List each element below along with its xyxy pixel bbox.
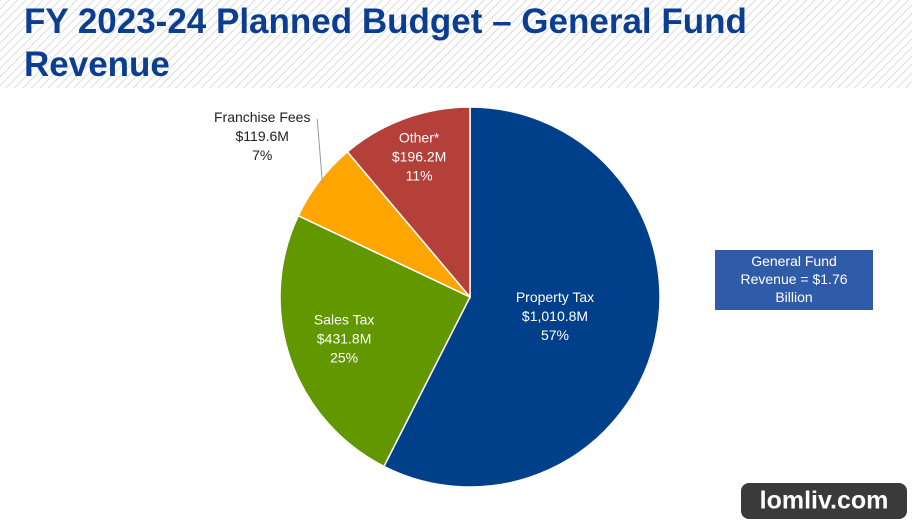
- pie: Property Tax $1,010.8M 57% Sales Tax $431.8M…: [214, 106, 661, 488]
- pie-slice: [279, 214, 472, 468]
- annotation-holder: General Fund Revenue = $1.76 Billion: [740, 253, 848, 305]
- slice-label: Sales Tax: [314, 312, 374, 328]
- watermark: lomliv.com: [760, 487, 889, 515]
- slice-label: $119.6M: [236, 128, 289, 144]
- slice-label: 57%: [541, 327, 569, 343]
- slice-label: Other*: [399, 130, 440, 146]
- title-background: [0, 0, 912, 88]
- annotation: General Fund Revenue = $1.76 Billion: [740, 253, 848, 305]
- pie-slice: [346, 106, 471, 300]
- annotation-box: [715, 250, 873, 310]
- slice-label: 11%: [406, 168, 433, 184]
- slice-label: Property Tax: [516, 289, 594, 305]
- slice-label: 25%: [330, 350, 358, 366]
- pie-slice: [382, 106, 661, 488]
- slice-label: Franchise Fees: [214, 109, 310, 125]
- watermark-box: [741, 483, 907, 519]
- leader-line: [316, 119, 323, 184]
- slice-label: 7%: [252, 147, 272, 163]
- slice-label: $1,010.8M: [522, 308, 588, 324]
- slice-label: $431.8M: [317, 331, 371, 347]
- slice-label: $196.2M: [392, 149, 446, 165]
- chart-title: FY 2023-24 Planned Budget – General Fund…: [24, 2, 747, 84]
